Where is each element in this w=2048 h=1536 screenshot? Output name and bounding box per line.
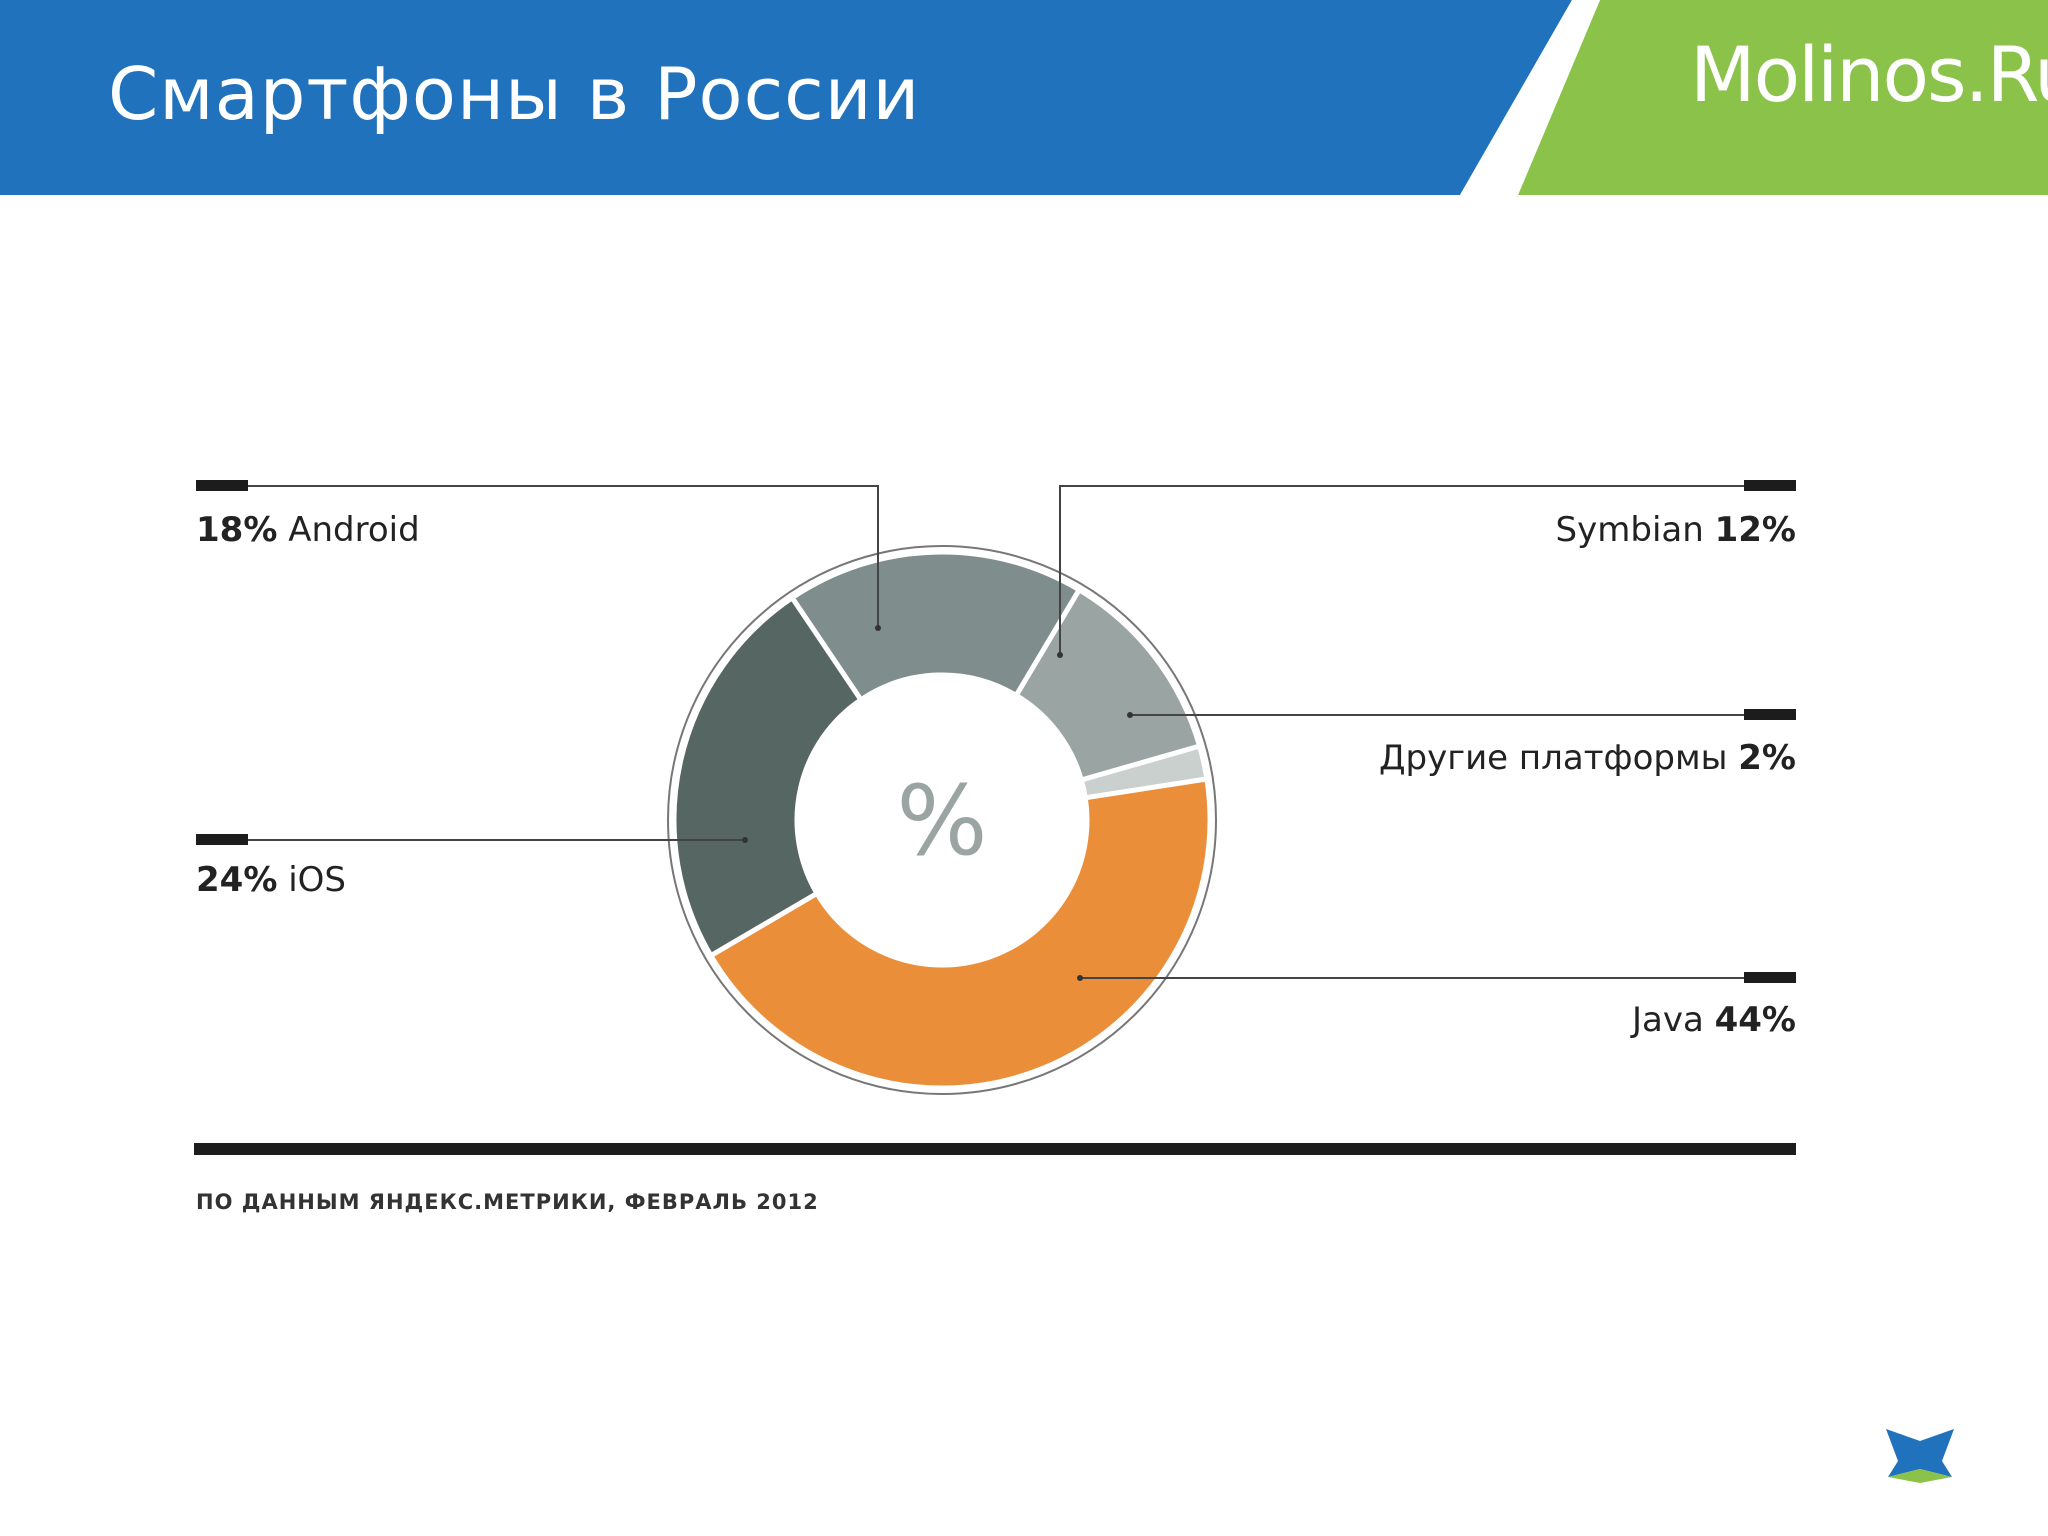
page-title: Смартфоны в России — [108, 52, 921, 136]
leader-dot-other — [1127, 712, 1133, 718]
donut-slice-android — [788, 549, 1083, 704]
leader-line-symbian — [1059, 485, 1744, 655]
leader-tab-ios — [196, 834, 248, 845]
data-source-note: ПО ДАННЫМ ЯНДЕКС.МЕТРИКИ, ФЕВРАЛЬ 2012 — [196, 1190, 819, 1214]
leader-tab-java — [1744, 972, 1796, 983]
slice-label-android: 18% Android — [196, 510, 420, 550]
company-logo-icon — [1886, 1429, 1954, 1483]
leader-dot-android — [875, 625, 881, 631]
slice-name-android: Android — [288, 510, 419, 550]
leader-line-android — [248, 485, 879, 628]
header-white-stripe — [1460, 0, 1600, 195]
slice-percent-other: 2% — [1738, 738, 1796, 778]
brand-logo: Molinos.Ru — [1690, 30, 2048, 119]
slice-label-symbian: Symbian 12% — [1556, 510, 1796, 550]
donut-slice-java — [707, 776, 1213, 1091]
slice-percent-symbian: 12% — [1715, 510, 1796, 550]
leader-dot-symbian — [1057, 652, 1063, 658]
header-green-band — [1518, 0, 2048, 195]
leader-tab-other — [1744, 709, 1796, 720]
slice-percent-java: 44% — [1715, 1000, 1796, 1040]
header-blue-band — [0, 0, 1572, 195]
slice-name-symbian: Symbian — [1556, 510, 1704, 550]
slice-percent-android: 18% — [196, 510, 277, 550]
header-banner — [0, 0, 2048, 195]
slice-label-ios: 24% iOS — [196, 860, 346, 900]
leader-tab-android — [196, 480, 248, 491]
slice-label-other: Другие платформы 2% — [1379, 738, 1796, 778]
donut-outer-ring — [667, 545, 1217, 1095]
slice-name-other: Другие платформы — [1379, 738, 1728, 778]
donut-center-label: % — [896, 765, 987, 877]
slice-label-java: Java 44% — [1630, 1000, 1796, 1040]
slice-name-java: Java — [1630, 1000, 1704, 1040]
slice-percent-ios: 24% — [196, 860, 277, 900]
chart-baseline — [194, 1143, 1796, 1155]
leader-tab-symbian — [1744, 480, 1796, 491]
donut-slice-ios — [671, 594, 865, 960]
leader-dot-ios — [742, 837, 748, 843]
leader-dot-java — [1077, 975, 1083, 981]
slice-name-ios: iOS — [288, 860, 346, 900]
